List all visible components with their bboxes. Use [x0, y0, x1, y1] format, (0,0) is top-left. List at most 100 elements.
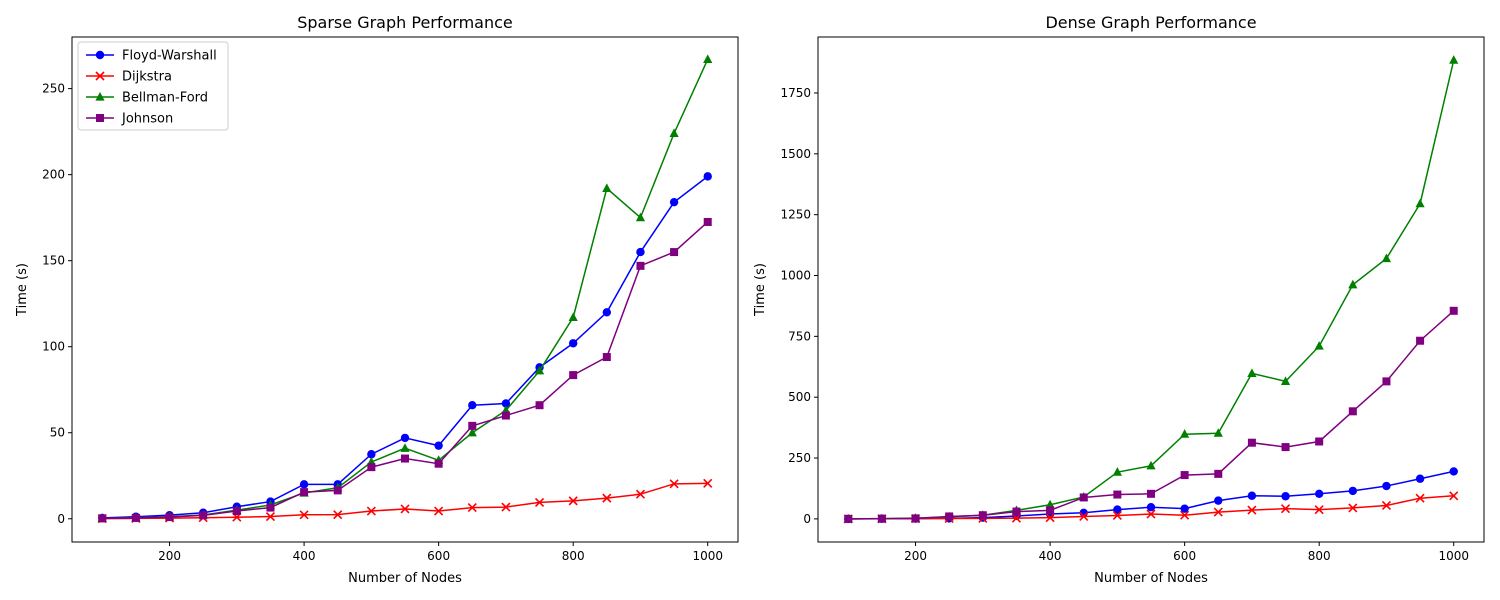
- series-johnson: [844, 306, 1458, 523]
- data-point: [602, 493, 612, 503]
- data-point: [877, 514, 886, 523]
- legend-marker: [96, 114, 104, 122]
- data-point: [501, 411, 510, 420]
- data-point: [635, 489, 646, 499]
- data-point: [1449, 491, 1459, 501]
- data-point: [400, 433, 410, 443]
- x-tick-label: 1000: [1438, 549, 1469, 563]
- data-point: [945, 512, 954, 521]
- data-point: [1012, 507, 1021, 516]
- series-line: [848, 310, 1455, 520]
- data-point: [366, 506, 376, 516]
- data-point: [669, 128, 679, 137]
- data-point: [1415, 474, 1425, 483]
- data-point: [1449, 55, 1459, 64]
- y-tick-label: 100: [42, 340, 65, 354]
- data-point: [131, 513, 140, 522]
- data-point: [400, 443, 410, 452]
- data-point: [1214, 469, 1223, 478]
- legend-marker: [95, 71, 105, 81]
- data-point: [232, 507, 241, 516]
- data-point: [1247, 368, 1257, 377]
- y-tick-label: 250: [42, 82, 65, 96]
- data-point: [468, 401, 477, 410]
- data-point: [1247, 505, 1257, 515]
- data-point: [1281, 443, 1290, 452]
- data-point: [1381, 500, 1392, 511]
- data-point: [1348, 503, 1358, 513]
- legend-label: Dijkstra: [122, 70, 172, 85]
- data-point: [844, 514, 853, 523]
- y-tick-label: 1000: [780, 269, 811, 283]
- data-point: [434, 459, 443, 468]
- data-point: [1113, 490, 1122, 499]
- data-point: [299, 480, 309, 489]
- data-point: [703, 217, 712, 226]
- data-point: [501, 502, 511, 512]
- data-point: [1045, 513, 1055, 523]
- data-point: [333, 510, 343, 520]
- plot-area: [843, 55, 1459, 524]
- data-point: [568, 339, 578, 348]
- plot-area: [97, 54, 713, 524]
- y-tick-label: 250: [788, 451, 811, 465]
- data-point: [1146, 460, 1156, 470]
- data-point: [978, 511, 987, 520]
- y-tick-label: 1750: [780, 86, 811, 100]
- data-point: [1348, 407, 1357, 416]
- y-tick-label: 50: [50, 426, 65, 440]
- data-point: [1247, 438, 1256, 447]
- data-point: [534, 365, 545, 375]
- data-point: [911, 514, 920, 523]
- y-tick-label: 200: [42, 168, 65, 182]
- data-point: [534, 497, 545, 507]
- data-point: [1415, 493, 1425, 503]
- series-bellman-ford: [843, 55, 1459, 523]
- data-point: [400, 504, 410, 514]
- data-point: [1147, 489, 1155, 498]
- data-point: [568, 496, 578, 506]
- chart-title: Sparse Graph Performance: [297, 13, 513, 32]
- x-tick-label: 200: [158, 549, 181, 563]
- data-point: [1416, 336, 1425, 345]
- chart-title: Dense Graph Performance: [1045, 13, 1256, 32]
- data-point: [1281, 492, 1290, 501]
- data-point: [1382, 377, 1391, 386]
- legend-label: Johnson: [121, 112, 173, 127]
- data-point: [1314, 341, 1324, 350]
- x-tick-label: 400: [293, 549, 316, 563]
- data-point: [467, 503, 477, 513]
- data-point: [1146, 502, 1156, 512]
- y-tick-label: 0: [803, 512, 811, 526]
- data-point: [1214, 496, 1223, 505]
- data-point: [1449, 306, 1458, 315]
- data-point: [1213, 507, 1223, 517]
- data-point: [1348, 279, 1358, 289]
- data-point: [703, 54, 713, 63]
- data-point: [1079, 493, 1088, 502]
- x-tick-label: 800: [1308, 549, 1331, 563]
- data-point: [636, 247, 645, 257]
- data-point: [367, 450, 376, 459]
- data-point: [1112, 510, 1122, 521]
- legend: Floyd-Warshall Dijkstra Bellman-Ford Johnso…: [77, 41, 229, 131]
- data-point: [568, 312, 578, 322]
- data-point: [1348, 486, 1358, 496]
- series-line: [102, 175, 709, 519]
- x-tick-label: 800: [562, 549, 585, 563]
- data-point: [1213, 428, 1223, 437]
- x-tick-label: 600: [427, 549, 450, 563]
- data-point: [1315, 437, 1324, 446]
- data-point: [703, 172, 712, 181]
- y-tick-label: 1250: [780, 208, 811, 222]
- axes-frame: [817, 36, 1485, 543]
- x-tick-label: 600: [1173, 549, 1196, 563]
- data-point: [98, 514, 107, 523]
- legend-marker: [95, 50, 105, 60]
- data-point: [199, 511, 208, 520]
- data-point: [300, 488, 309, 497]
- series-line: [848, 59, 1455, 520]
- data-point: [1079, 511, 1089, 522]
- x-axis-label: Number of Nodes: [348, 571, 462, 586]
